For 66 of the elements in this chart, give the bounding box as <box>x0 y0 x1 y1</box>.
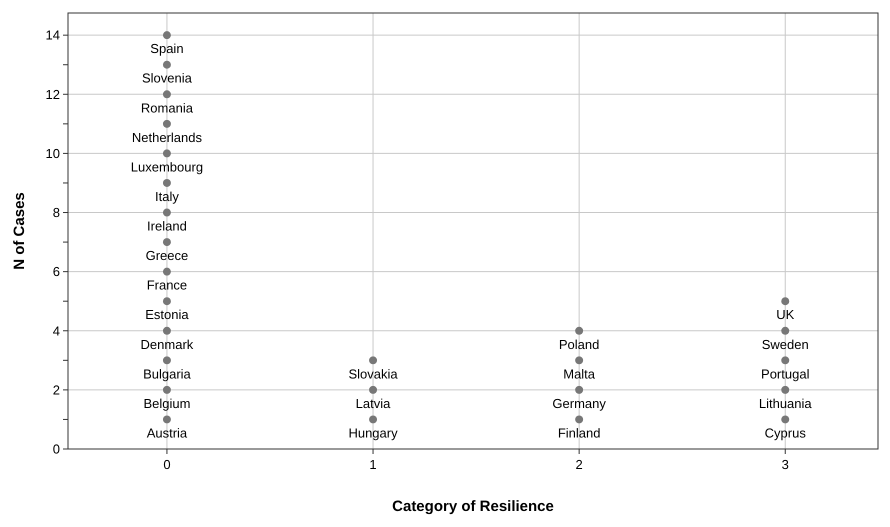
annotation: Belgium <box>143 396 190 411</box>
y-tick-label: 2 <box>52 382 60 398</box>
point <box>162 208 171 217</box>
annotation: Greece <box>146 248 188 264</box>
point <box>162 120 171 128</box>
annotation: Poland <box>558 336 600 352</box>
annotation: UK <box>776 307 795 322</box>
point <box>162 415 171 424</box>
annotation: Netherlands <box>132 130 202 145</box>
x-tick-label: 1 <box>369 457 377 472</box>
point <box>162 386 171 394</box>
x-tick-label: 3 <box>782 457 789 472</box>
annotation: Ireland <box>147 218 187 234</box>
point <box>162 297 171 306</box>
annotation: Slovakia <box>348 366 398 382</box>
point <box>162 356 171 364</box>
point <box>781 386 790 394</box>
annotation: Portugal <box>761 366 810 382</box>
annotation: Malta <box>563 366 596 382</box>
point <box>162 149 171 158</box>
point <box>162 268 171 276</box>
point <box>162 60 171 69</box>
x-axis-title: Category of Resilience <box>392 498 554 515</box>
point <box>575 415 584 424</box>
point <box>781 326 790 335</box>
annotation: Finland <box>558 425 600 440</box>
point <box>162 90 171 98</box>
y-tick-label: 10 <box>46 146 60 161</box>
annotation: Slovenia <box>142 70 193 86</box>
y-tick-label: 0 <box>52 442 60 456</box>
point <box>162 178 171 187</box>
point <box>369 415 378 424</box>
y-axis-title: N of Cases <box>11 192 28 270</box>
y-tick-label: 8 <box>52 205 60 220</box>
point <box>575 326 584 335</box>
annotation: Latvia <box>356 396 392 411</box>
point <box>575 386 584 394</box>
x-tick-label: 2 <box>576 457 583 472</box>
annotation: Cyprus <box>764 425 806 440</box>
annotation: Luxembourg <box>130 159 204 174</box>
point <box>162 326 171 335</box>
point <box>781 415 790 424</box>
annotation: Italy <box>155 188 180 204</box>
point <box>162 31 171 40</box>
point <box>781 356 790 364</box>
annotation: Sweden <box>762 336 809 352</box>
annotation: Estonia <box>145 307 190 322</box>
x-tick-label: 0 <box>163 457 171 472</box>
annotation: France <box>146 278 188 293</box>
annotation: Germany <box>552 396 606 411</box>
point <box>781 297 790 306</box>
annotation: Bulgaria <box>143 366 192 382</box>
annotation: Austria <box>146 425 188 440</box>
point <box>369 386 378 394</box>
annotation: Lithuania <box>758 396 812 411</box>
annotation: Spain <box>150 41 184 56</box>
y-tick-label: 6 <box>52 264 60 280</box>
y-tick-label: 4 <box>52 323 60 338</box>
y-tick-label: 14 <box>46 28 60 43</box>
annotation: Romania <box>140 100 194 116</box>
point <box>369 356 378 364</box>
point <box>575 356 584 364</box>
y-tick-label: 12 <box>46 86 60 102</box>
annotation: Denmark <box>140 336 194 352</box>
annotation: Hungary <box>348 425 398 440</box>
point <box>162 238 171 246</box>
